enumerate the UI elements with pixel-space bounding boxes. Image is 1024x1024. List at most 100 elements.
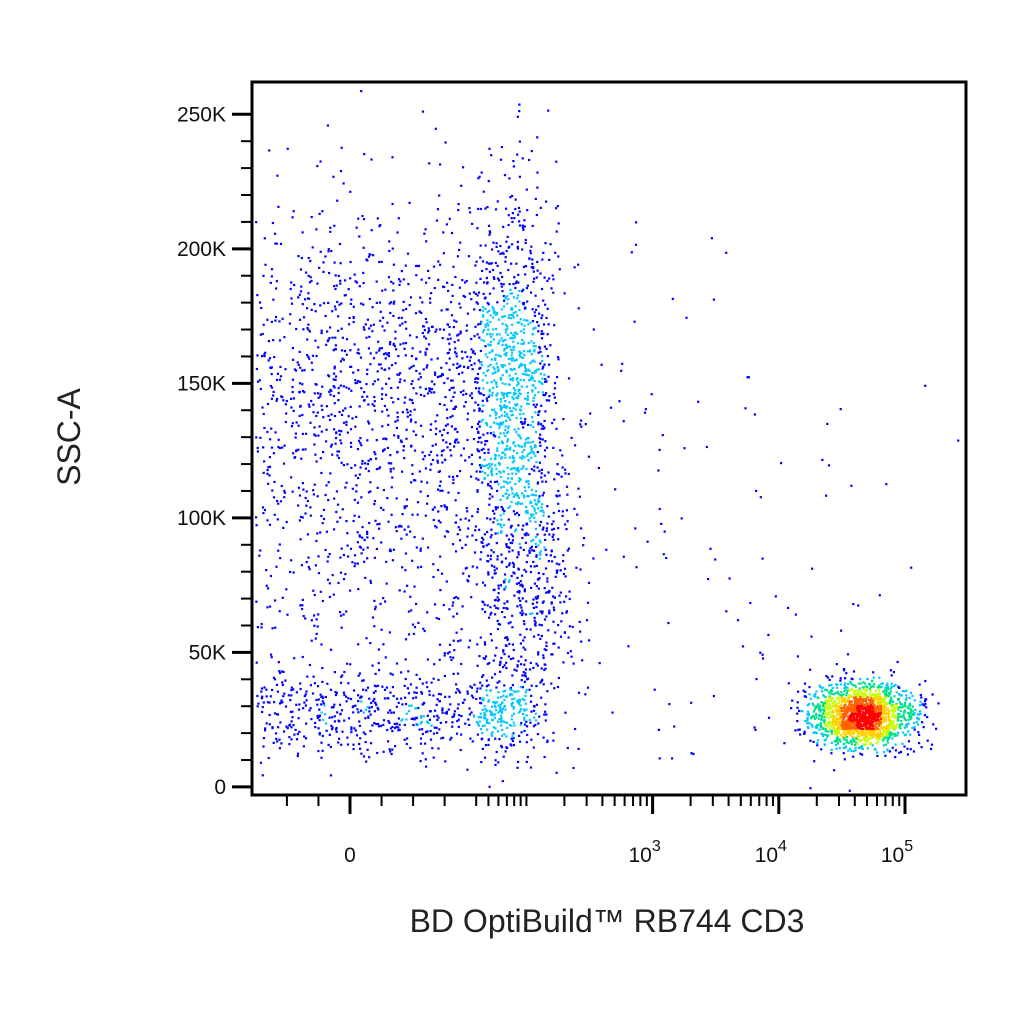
event-dot [294, 728, 297, 731]
event-dot [542, 491, 545, 494]
event-dot [540, 476, 543, 479]
event-dot [470, 364, 473, 367]
event-dot [512, 160, 515, 163]
event-dot [525, 467, 528, 471]
event-dot [539, 681, 542, 684]
event-dot [469, 211, 472, 214]
event-dot [378, 225, 381, 228]
event-dot [436, 459, 439, 462]
event-dot [415, 392, 418, 395]
event-dot [281, 317, 284, 320]
event-dot [417, 621, 420, 624]
event-dot [499, 471, 502, 474]
event-dot [868, 732, 871, 735]
event-dot [452, 639, 455, 642]
event-dot [496, 558, 499, 561]
event-dot [346, 431, 349, 434]
event-dot [411, 623, 415, 626]
event-dot [481, 684, 484, 687]
event-dot [370, 229, 373, 232]
event-dot [497, 354, 500, 357]
event-dot [415, 274, 418, 277]
event-dot [455, 683, 458, 686]
event-dot [559, 569, 562, 572]
event-dot [408, 304, 411, 307]
event-dot [496, 392, 499, 395]
event-dot [344, 486, 347, 489]
event-dot [260, 622, 263, 626]
event-dot [525, 570, 528, 573]
event-dot [746, 376, 749, 379]
event-dot [527, 437, 530, 440]
event-dot [431, 444, 434, 447]
event-dot [325, 530, 328, 533]
event-dot [536, 533, 539, 536]
event-dot [299, 290, 303, 293]
event-dot [435, 526, 438, 529]
event-dot [533, 493, 536, 497]
event-dot [277, 205, 280, 208]
event-dot [530, 545, 533, 548]
event-dot [957, 439, 960, 442]
event-dot [270, 275, 273, 278]
event-dot [385, 560, 388, 563]
event-dot [425, 240, 428, 243]
event-dot [366, 705, 369, 709]
event-dot [489, 231, 492, 234]
event-dot [276, 518, 279, 521]
event-dot [448, 651, 451, 654]
event-dot [516, 115, 519, 118]
event-dot [342, 464, 345, 467]
event-dot [388, 343, 392, 346]
event-dot [536, 664, 539, 667]
event-dot [270, 656, 273, 659]
event-dot [335, 510, 338, 514]
event-dot [509, 357, 512, 360]
event-dot [880, 723, 883, 726]
event-dot [305, 737, 308, 740]
event-dot [437, 716, 440, 719]
event-dot [570, 655, 573, 658]
event-dot [539, 510, 542, 513]
event-dot [544, 480, 548, 483]
event-dot [532, 399, 535, 402]
event-dot [273, 480, 276, 483]
event-dot [887, 688, 890, 691]
event-dot [513, 276, 516, 279]
event-dot [830, 725, 833, 728]
event-dot [882, 744, 885, 747]
event-dot [425, 366, 428, 369]
event-dot [891, 712, 894, 715]
event-dot [490, 564, 493, 567]
event-dot [372, 699, 375, 703]
event-dot [373, 500, 377, 503]
event-dot [518, 224, 522, 227]
event-dot [459, 332, 462, 335]
event-dot [404, 677, 407, 681]
event-dot [548, 277, 551, 280]
event-dot [352, 316, 355, 320]
event-dot [466, 355, 469, 358]
event-dot [540, 472, 543, 475]
event-dot [430, 463, 433, 466]
event-dot [828, 696, 831, 699]
event-dot [505, 447, 508, 450]
event-dot [494, 313, 497, 316]
event-dot [324, 695, 327, 699]
event-dot [397, 729, 400, 732]
event-dot [262, 745, 265, 748]
event-dot [931, 693, 934, 696]
event-dot [267, 340, 270, 343]
event-dot [862, 743, 865, 746]
event-dot [515, 396, 518, 399]
event-dot [486, 355, 489, 359]
event-dot [534, 520, 537, 523]
event-dot [892, 722, 895, 725]
event-dot [302, 745, 305, 748]
event-dot [441, 373, 444, 376]
event-dot [884, 704, 887, 707]
event-dot [503, 414, 506, 417]
event-dot [870, 737, 873, 740]
event-dot [520, 606, 523, 609]
event-dot [577, 691, 581, 694]
